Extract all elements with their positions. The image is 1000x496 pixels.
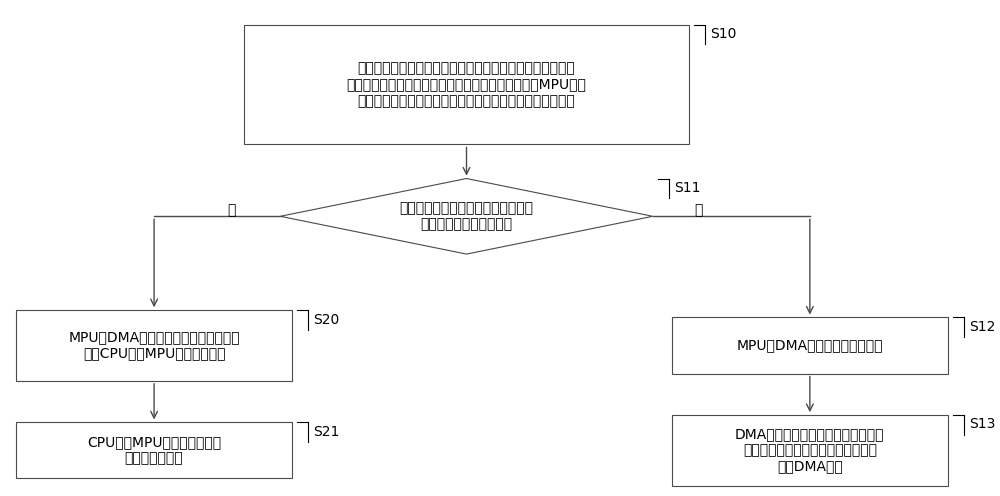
Bar [672, 317, 948, 373]
Text: S20: S20 [313, 312, 339, 326]
Text: S13: S13 [969, 418, 995, 432]
Text: MPU对DMA控制器发送禁止授权信号，
并向CPU发送MPU异常中断请求: MPU对DMA控制器发送禁止授权信号， 并向CPU发送MPU异常中断请求 [68, 330, 240, 361]
Text: S11: S11 [674, 181, 700, 195]
Text: DMA控制器接收授权信号，并依据操
作请求配置与操作类型对应的参数，
发起DMA操作: DMA控制器接收授权信号，并依据操 作请求配置与操作类型对应的参数， 发起DMA… [735, 427, 885, 474]
Bar [16, 310, 292, 381]
Text: MPU对DMA控制器发送授权信号: MPU对DMA控制器发送授权信号 [737, 339, 883, 353]
Bar [672, 415, 948, 486]
Bar [16, 422, 292, 479]
Text: 是: 是 [694, 203, 703, 217]
Text: CPU接收MPU异常中断请求，
并处理异常中断: CPU接收MPU异常中断请求， 并处理异常中断 [87, 435, 221, 465]
Text: S12: S12 [969, 320, 995, 334]
Text: S21: S21 [313, 425, 340, 439]
Text: S10: S10 [710, 27, 737, 41]
Polygon shape [280, 179, 653, 254]
Text: 根据权限保护机制操作请求用户是否
有操作易失存储体的权限: 根据权限保护机制操作请求用户是否 有操作易失存储体的权限 [400, 201, 534, 232]
Text: 否: 否 [227, 203, 236, 217]
Text: 在获取到权限请求用户对易失存储体设置相应的权限保护机
制的情况下，当接收到操作请求用户的操作请求时，MPU解析
操作请求中包含的操作类型和与操作类型对应的易失存: 在获取到权限请求用户对易失存储体设置相应的权限保护机 制的情况下，当接收到操作请… [347, 62, 586, 108]
Bar [244, 25, 689, 144]
